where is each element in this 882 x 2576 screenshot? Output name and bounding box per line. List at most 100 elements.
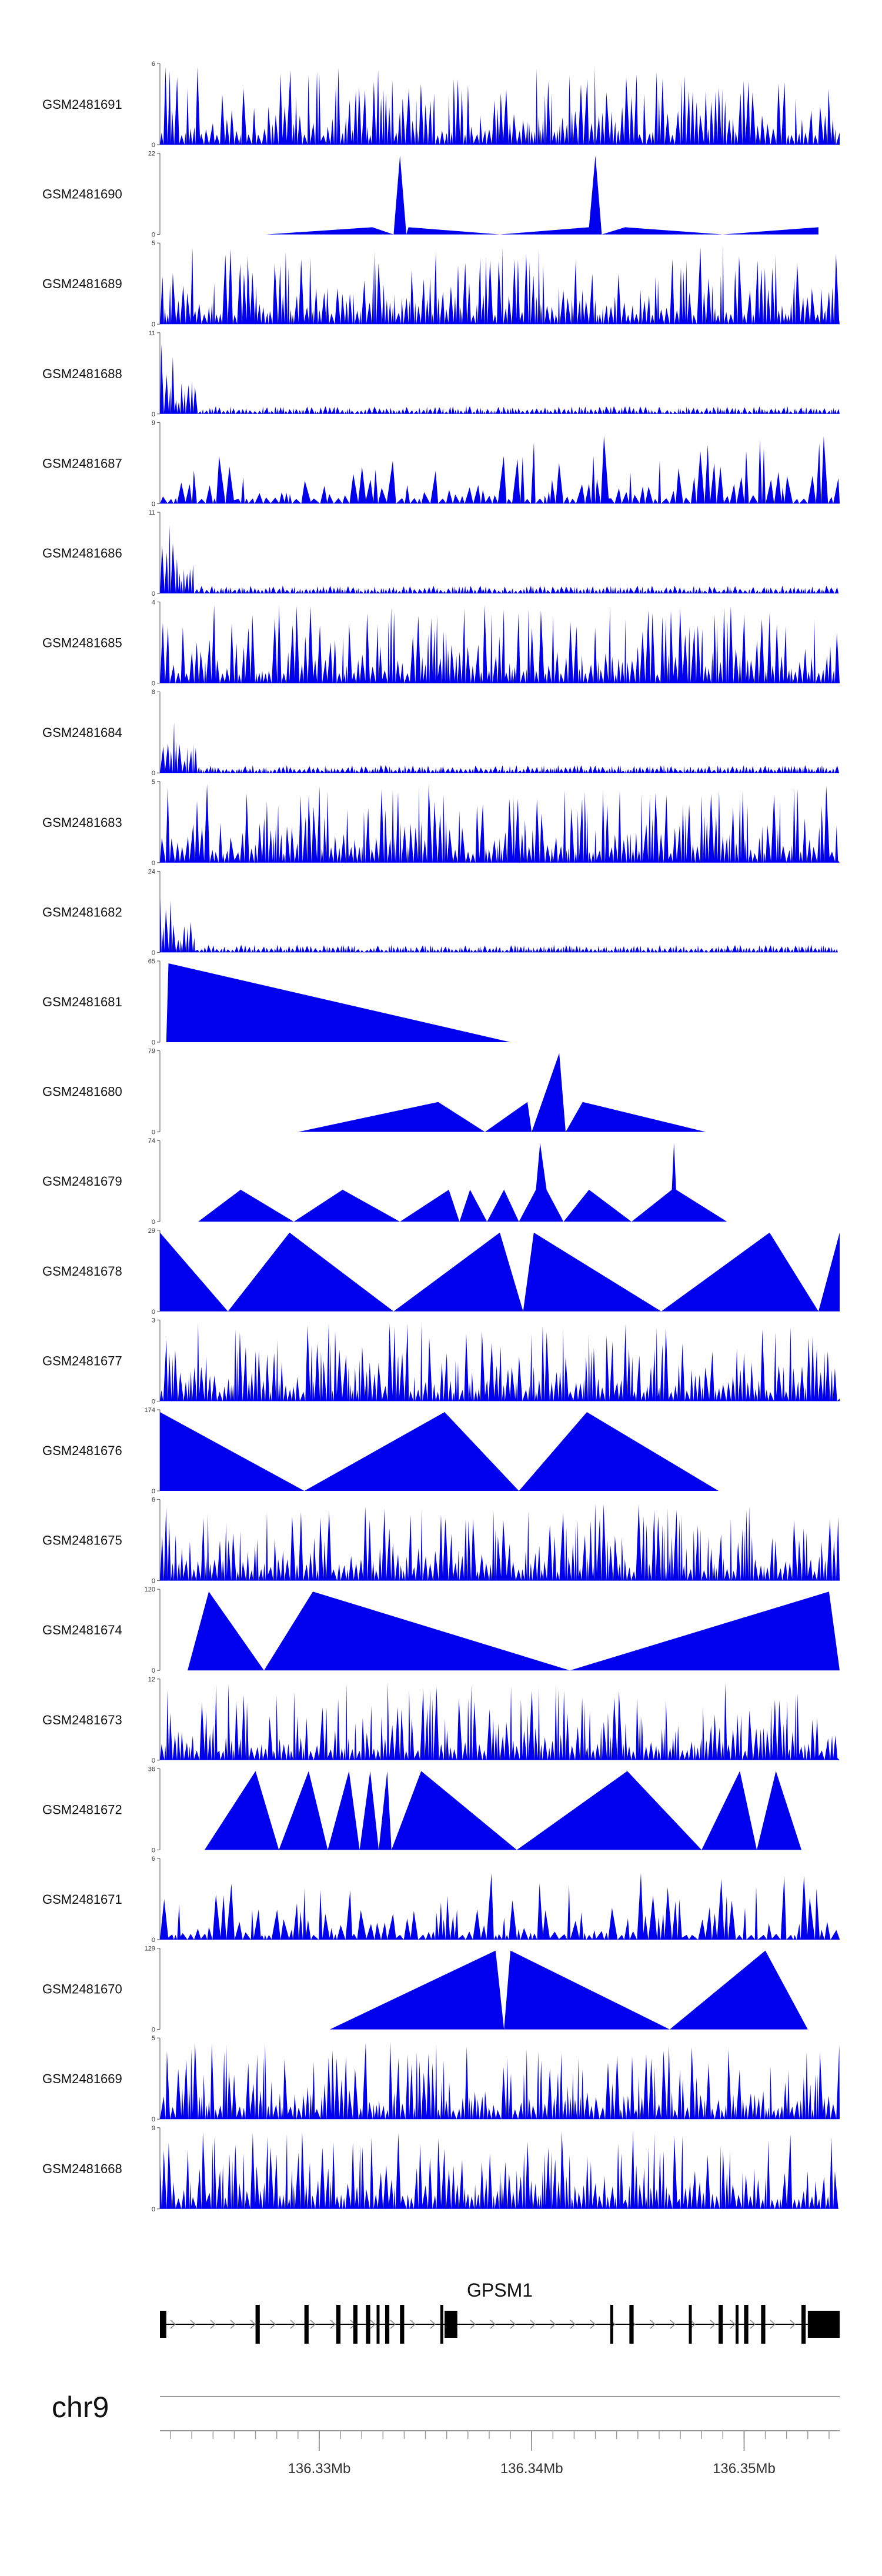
track-label: GSM2481691 [42,97,122,112]
y-zero-label: 0 [152,2206,155,2213]
y-zero-label: 0 [152,1578,155,1585]
y-max-label: 4 [152,599,155,606]
track-GSM2481679: GSM2481679 74 0 [42,1137,727,1226]
strand-arrow [790,2320,796,2329]
y-zero-label: 0 [152,1039,155,1046]
gene-exon [366,2305,370,2344]
track-GSM2481670: GSM2481670 129 0 [42,1946,808,2034]
chromosome-label: chr9 [52,2391,109,2424]
gene-model: GPSM1 [160,2280,840,2344]
track-GSM2481689: GSM2481689 5 0 [42,240,840,328]
strand-arrow [410,2320,416,2329]
track-GSM2481675: GSM2481675 6 0 [42,1497,840,1585]
coverage-area [166,963,511,1042]
coverage-area [160,344,840,414]
strand-arrow [430,2320,436,2329]
y-max-label: 36 [148,1766,155,1773]
y-max-label: 8 [152,689,155,696]
y-max-label: 5 [152,779,155,786]
y-max-label: 65 [148,958,155,965]
coverage-area [160,436,840,504]
track-label: GSM2481682 [42,905,122,919]
y-max-label: 5 [152,240,155,247]
track-GSM2481669: GSM2481669 5 0 [42,2035,840,2123]
strand-arrow [490,2320,496,2329]
track-GSM2481677: GSM2481677 3 0 [42,1317,840,1405]
coverage-area [160,2130,840,2209]
coverage-tracks: GSM248169160GSM2481690220GSM248168950GSM… [42,61,840,2213]
gene-exon [719,2305,723,2344]
strand-arrow [470,2320,476,2329]
gene-exon [385,2305,390,2344]
gene-exon [761,2305,766,2344]
track-label: GSM2481671 [42,1892,122,1907]
axis-tick-label: 136.34Mb [500,2461,563,2477]
y-zero-label: 0 [152,232,155,239]
y-zero-label: 0 [152,411,155,418]
y-zero-label: 0 [152,1667,155,1674]
gene-name: GPSM1 [467,2280,533,2301]
track-label: GSM2481685 [42,636,122,650]
track-label: GSM2481688 [42,366,122,381]
track-label: GSM2481687 [42,456,122,471]
y-zero-label: 0 [152,1309,155,1316]
coverage-area [160,722,840,773]
coverage-area [160,783,840,863]
strand-arrow [510,2320,516,2329]
y-max-label: 24 [148,868,155,875]
strand-arrow [690,2320,696,2329]
y-max-label: 9 [152,2125,155,2132]
y-max-label: 29 [148,1227,155,1234]
y-zero-label: 0 [152,1219,155,1226]
strand-arrow [650,2320,656,2329]
coverage-area [160,524,840,593]
strand-arrow [290,2320,296,2329]
y-zero-label: 0 [152,1398,155,1405]
strand-arrow [310,2320,316,2329]
gene-exon [376,2305,380,2344]
track-label: GSM2481678 [42,1264,122,1279]
track-label: GSM2481668 [42,2161,122,2176]
y-max-label: 3 [152,1317,155,1324]
y-zero-label: 0 [152,2116,155,2123]
gene-exon [255,2305,260,2344]
y-zero-label: 0 [152,949,155,956]
gene-exon [400,2305,405,2344]
y-zero-label: 0 [152,2027,155,2034]
y-max-label: 6 [152,1856,155,1863]
gene-utr [807,2311,840,2338]
coverage-area [160,1412,719,1491]
strand-arrow [730,2320,736,2329]
y-zero-label: 0 [152,500,155,508]
coverage-area [160,1322,840,1402]
track-label: GSM2481675 [42,1533,122,1548]
track-label: GSM2481681 [42,995,122,1009]
strand-arrow [250,2320,256,2329]
coverage-area [160,605,840,683]
track-GSM2481684: GSM2481684 8 0 [42,689,840,777]
coverage-area [160,897,840,953]
coverage-area [266,155,818,235]
strand-arrow [270,2320,276,2329]
y-zero-label: 0 [152,680,155,688]
track-GSM2481671: GSM2481671 6 0 [42,1856,840,1944]
coverage-area [160,1681,840,1760]
track-label: GSM2481690 [42,187,122,202]
gene-exon [744,2305,749,2344]
track-GSM2481687: GSM2481687 9 0 [42,419,840,508]
gene-exon [353,2305,358,2344]
y-zero-label: 0 [152,860,155,867]
y-max-label: 22 [148,151,155,158]
y-zero-label: 0 [152,142,155,149]
gene-exon [629,2305,634,2344]
strand-arrow [170,2320,176,2329]
track-label: GSM2481689 [42,276,122,291]
track-GSM2481686: GSM2481686 11 0 [42,509,840,598]
coverage-area [160,2041,840,2120]
strand-arrow [570,2320,576,2329]
coverage-area [160,1232,840,1312]
y-zero-label: 0 [152,321,155,328]
track-GSM2481674: GSM2481674 120 0 [42,1586,840,1674]
y-max-label: 9 [152,419,155,426]
